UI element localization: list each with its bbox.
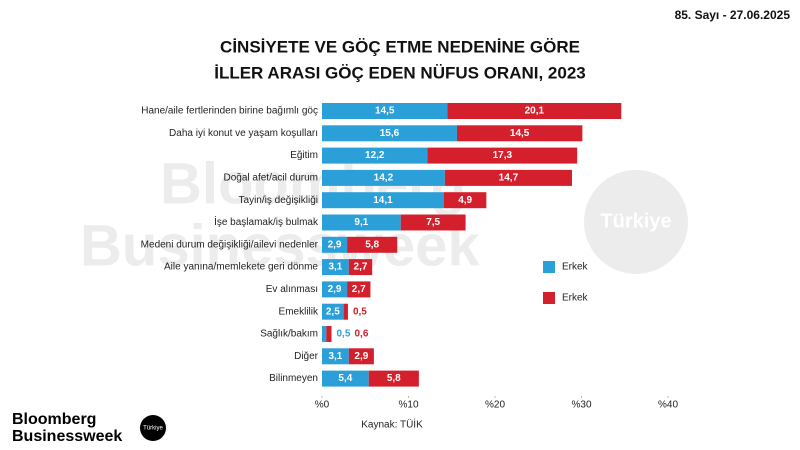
bar-segment xyxy=(322,259,349,276)
value-label: 15,6 xyxy=(380,128,400,139)
bar-segment xyxy=(322,214,401,231)
value-label: 2,9 xyxy=(354,351,368,362)
bar-segment xyxy=(427,147,578,164)
x-tick-label: %10 xyxy=(398,400,418,411)
value-label: 14,5 xyxy=(375,106,395,117)
x-tick-label: %40 xyxy=(658,400,678,411)
value-label: 0,5 xyxy=(337,329,351,340)
value-label: 2,9 xyxy=(328,239,342,250)
logo-badge xyxy=(140,415,166,441)
value-label: 5,4 xyxy=(338,373,352,384)
bar-segment xyxy=(322,281,348,298)
bar-segment xyxy=(400,214,466,231)
watermark-badge xyxy=(584,170,688,274)
chart-title: CİNSİYETE VE GÖÇ ETME NEDENİNE GÖRE xyxy=(220,37,580,56)
category-label: Tayin/iş değişikliği xyxy=(239,195,318,206)
value-label: 14,5 xyxy=(510,128,530,139)
value-label: 2,7 xyxy=(354,262,368,273)
source: Kaynak: TÜİK xyxy=(361,418,423,431)
value-label: 12,2 xyxy=(365,150,385,161)
value-label: 14,7 xyxy=(499,173,519,184)
logo-text: Bloomberg xyxy=(12,411,96,428)
category-label: Bilinmeyen xyxy=(269,373,318,384)
value-label: 7,5 xyxy=(426,217,440,228)
category-label: Hane/aile fertlerinden birine bağımlı gö… xyxy=(141,106,318,117)
bar-segment xyxy=(444,169,572,186)
issue-label: 85. Sayı - 27.06.2025 xyxy=(675,8,791,22)
bar-segment xyxy=(322,326,327,342)
bar-segment xyxy=(322,348,349,365)
category-label: İşe başlamak/iş bulmak xyxy=(214,215,319,228)
x-tick-label: %20 xyxy=(485,400,505,411)
value-label: 5,8 xyxy=(365,239,379,250)
value-label: 17,3 xyxy=(493,150,513,161)
value-label: 4,9 xyxy=(458,195,472,206)
bar-segment xyxy=(443,192,487,209)
bar-segment xyxy=(347,281,371,298)
value-label: 5,8 xyxy=(387,373,401,384)
legend-swatch xyxy=(543,261,555,273)
legend-label: Erkek xyxy=(562,293,589,304)
legend-swatch xyxy=(543,292,555,304)
logo-badge-text: Türkiye xyxy=(143,426,163,432)
bar-segment xyxy=(322,147,428,164)
category-label: Daha iyi konut ve yaşam koşulları xyxy=(169,128,318,139)
bar-segment xyxy=(368,370,419,387)
bar-segment xyxy=(348,259,373,276)
chart-title: İLLER ARASI GÖÇ EDEN NÜFUS ORANI, 2023 xyxy=(214,63,586,82)
bar-segment xyxy=(322,169,445,186)
category-label: Aile yanına/memlekete geri dönme xyxy=(164,262,318,273)
category-label: Ev alınması xyxy=(266,284,318,295)
value-label: 14,1 xyxy=(373,195,393,206)
category-label: Medeni durum değişikliği/ailevi nedenler xyxy=(141,239,319,250)
value-label: 3,1 xyxy=(328,262,342,273)
bar-segment xyxy=(322,192,444,209)
legend-label: Erkek xyxy=(562,262,589,273)
value-label: 20,1 xyxy=(525,106,545,117)
category-label: Diğer xyxy=(294,351,319,362)
category-label: Eğitim xyxy=(290,150,318,161)
value-label: 0,5 xyxy=(353,306,367,317)
bar-segment xyxy=(322,236,348,253)
bar-segment xyxy=(343,303,348,320)
bar-segment xyxy=(347,236,398,253)
bar-segment xyxy=(447,103,622,119)
bar-segment xyxy=(322,370,369,387)
bar-segment xyxy=(348,348,374,365)
bar-segment xyxy=(456,125,583,142)
bar-segment xyxy=(326,326,332,342)
category-label: Emeklilik xyxy=(279,306,319,317)
logo-text: Businessweek xyxy=(12,428,122,445)
value-label: 9,1 xyxy=(354,217,368,228)
category-label: Doğal afet/acil durum xyxy=(224,173,319,184)
value-label: 14,2 xyxy=(374,173,394,184)
category-label: Sağlık/bakım xyxy=(260,329,318,340)
bar-segment xyxy=(322,303,344,320)
x-tick-label: %0 xyxy=(315,400,330,411)
x-tick-label: %30 xyxy=(571,400,591,411)
bar-segment xyxy=(322,125,457,142)
bar-segment xyxy=(322,103,448,119)
value-label: 2,9 xyxy=(328,284,342,295)
value-label: 0,6 xyxy=(355,329,369,340)
watermark-badge-text: Türkiye xyxy=(600,210,671,232)
value-label: 3,1 xyxy=(328,351,342,362)
value-label: 2,5 xyxy=(326,306,340,317)
value-label: 2,7 xyxy=(352,284,366,295)
